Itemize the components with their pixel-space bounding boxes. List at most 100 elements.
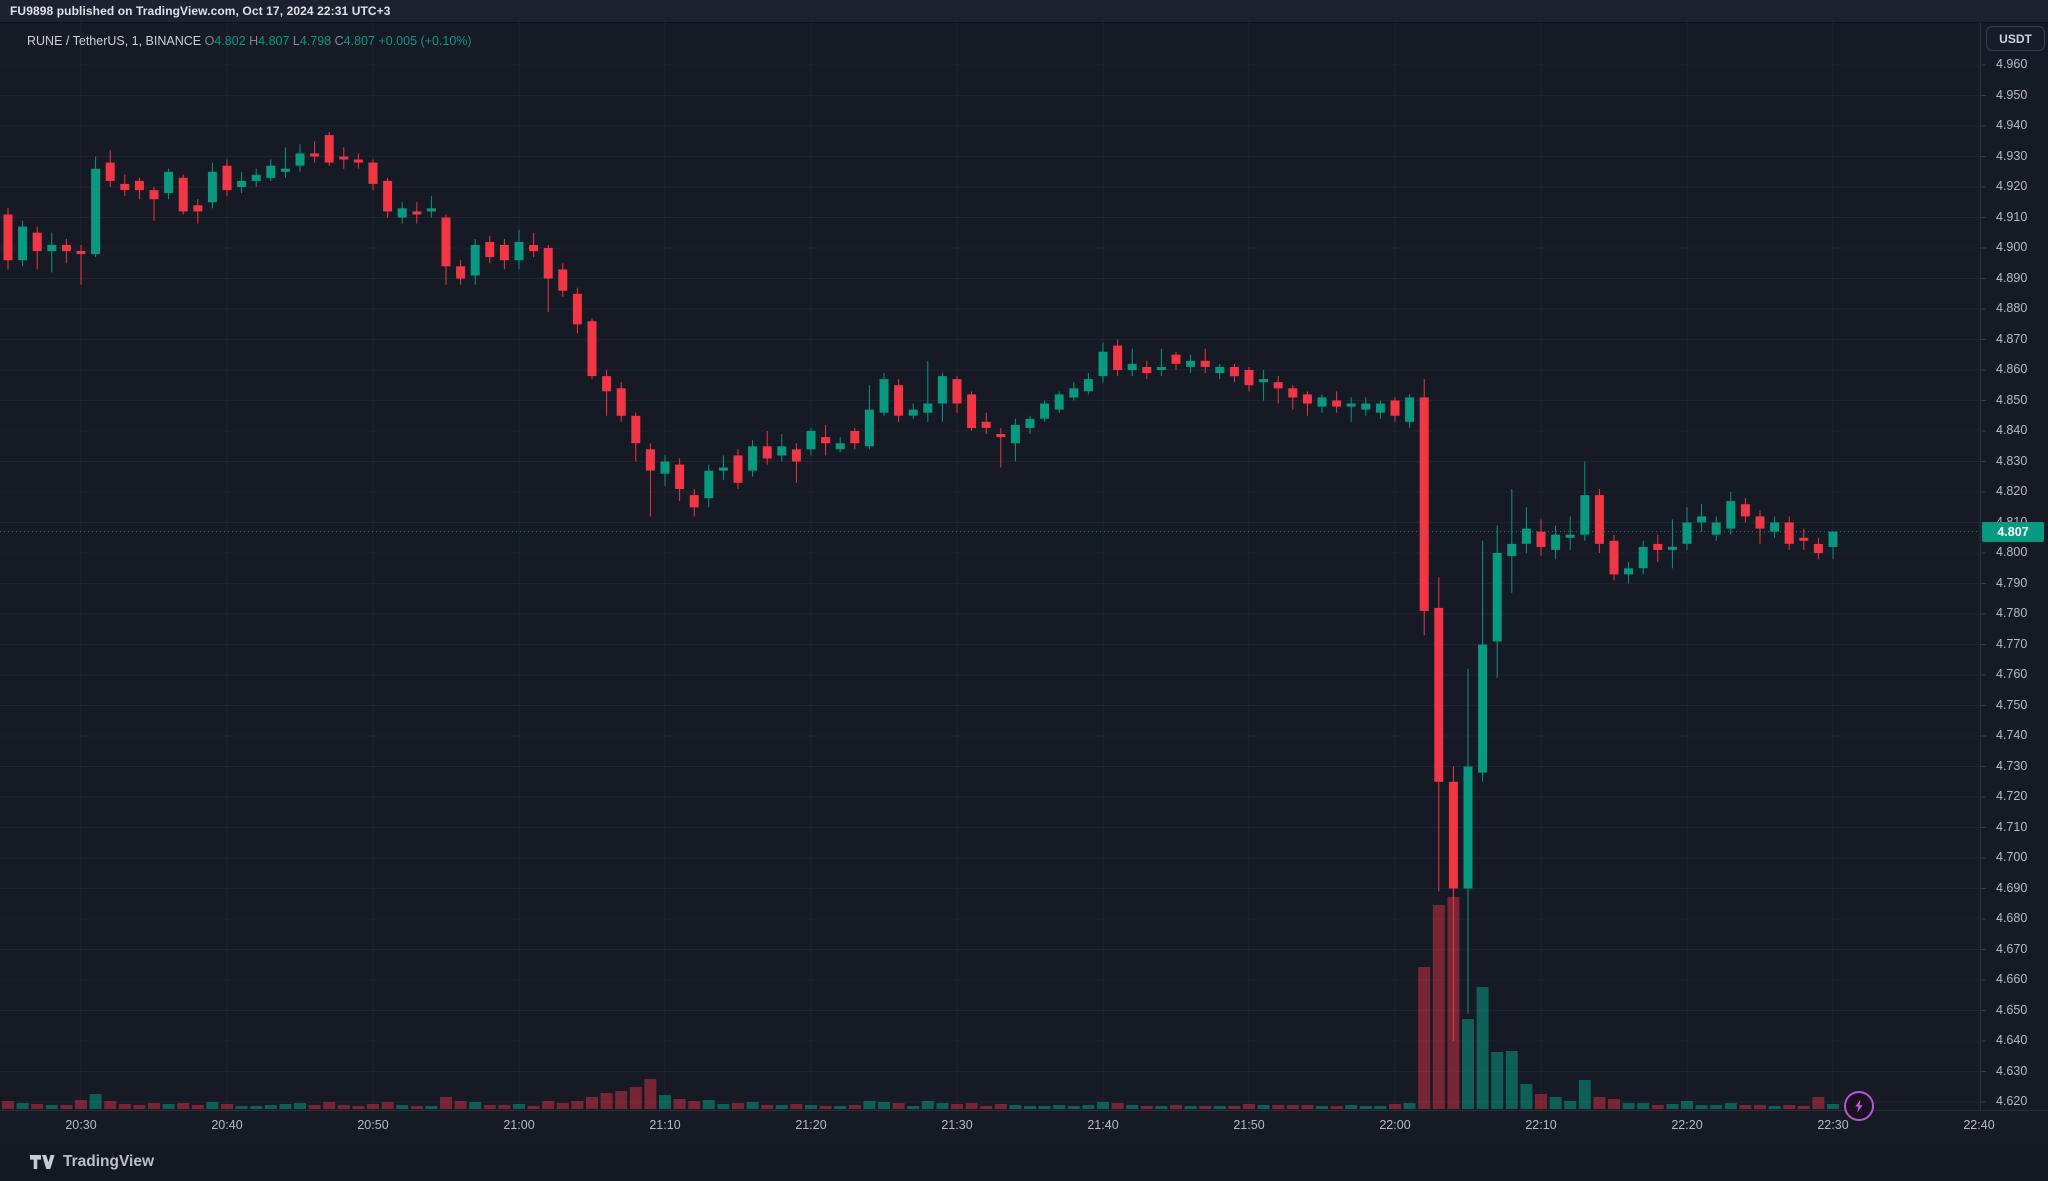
time-axis-label: 20:30 bbox=[65, 1118, 97, 1132]
candle bbox=[821, 424, 831, 456]
volume-bar bbox=[571, 1101, 584, 1109]
candle bbox=[514, 229, 524, 270]
currency-unit-button[interactable]: USDT bbox=[1986, 26, 2045, 51]
candle bbox=[1025, 415, 1035, 434]
close-value: 4.807 bbox=[343, 34, 375, 48]
candle bbox=[134, 177, 144, 200]
volume-bar bbox=[878, 1102, 890, 1109]
candle bbox=[1054, 391, 1064, 413]
tradingview-logo-icon bbox=[30, 1155, 55, 1169]
volume-bar bbox=[1024, 1106, 1036, 1109]
close-label: C bbox=[334, 34, 344, 48]
volume-bar bbox=[425, 1106, 438, 1109]
volume-bar bbox=[469, 1102, 482, 1109]
time-axis-label: 20:40 bbox=[211, 1118, 243, 1132]
price-axis[interactable]: 4.960 4.950 4.940 4.930 4.920 4.910 4.900 4.890… bbox=[1980, 22, 2048, 1110]
candle bbox=[1302, 391, 1312, 416]
candle bbox=[1609, 534, 1619, 581]
volume-bar bbox=[556, 1103, 569, 1109]
candle bbox=[791, 443, 801, 483]
time-axis-label: 20:50 bbox=[357, 1118, 389, 1132]
price-axis-label: 4.730 bbox=[1996, 758, 2028, 773]
high-value: 4.807 bbox=[258, 34, 290, 48]
volume-bar bbox=[1286, 1105, 1299, 1109]
candle bbox=[47, 232, 57, 273]
candle bbox=[1770, 516, 1780, 538]
volume-bar bbox=[834, 1106, 847, 1109]
candle bbox=[470, 238, 480, 285]
candle bbox=[1361, 397, 1371, 416]
volume-bar bbox=[1739, 1105, 1752, 1109]
candle bbox=[353, 153, 363, 169]
candle bbox=[1040, 400, 1050, 422]
candle bbox=[689, 489, 699, 517]
candle bbox=[894, 379, 904, 422]
volume-bar bbox=[1140, 1106, 1153, 1109]
candle bbox=[1463, 668, 1473, 1014]
volume-bar bbox=[1184, 1106, 1197, 1109]
volume-bar bbox=[1666, 1104, 1679, 1109]
candle bbox=[704, 464, 714, 508]
price-axis-label: 4.780 bbox=[1996, 606, 2028, 620]
candle bbox=[1521, 507, 1531, 553]
tradingview-logo[interactable]: TradingView bbox=[30, 1153, 154, 1171]
volume-bar bbox=[761, 1105, 774, 1109]
price-axis-label: 4.860 bbox=[1996, 362, 2028, 376]
volume-bar bbox=[206, 1102, 219, 1109]
volume-bar bbox=[717, 1104, 730, 1109]
volume-bar bbox=[921, 1101, 934, 1109]
volume-bar bbox=[1593, 1097, 1606, 1109]
volume-bar bbox=[702, 1100, 715, 1109]
candle bbox=[1594, 489, 1604, 553]
candle bbox=[120, 174, 130, 197]
candle bbox=[324, 132, 334, 166]
lightning-icon bbox=[1855, 1099, 1863, 1113]
volume-bar bbox=[1301, 1105, 1314, 1109]
volume-bar bbox=[892, 1103, 905, 1109]
candle bbox=[1200, 348, 1210, 373]
candle bbox=[1799, 528, 1809, 550]
volume-bar bbox=[1651, 1105, 1664, 1109]
volume-bar bbox=[162, 1104, 175, 1109]
footer-bar: TradingView bbox=[0, 1143, 2048, 1181]
time-axis-label: 22:10 bbox=[1525, 1118, 1557, 1132]
boost-button[interactable] bbox=[1844, 1091, 1874, 1121]
volume-bar bbox=[45, 1105, 58, 1109]
candle bbox=[675, 458, 685, 502]
candle bbox=[105, 150, 115, 187]
candle bbox=[1697, 504, 1707, 532]
volume-bar bbox=[994, 1104, 1007, 1109]
candle bbox=[1332, 391, 1342, 413]
volume-bar bbox=[1622, 1103, 1635, 1109]
volume-bar bbox=[1345, 1105, 1358, 1109]
volume-bar bbox=[89, 1094, 102, 1109]
candle bbox=[1069, 382, 1079, 401]
candle bbox=[207, 162, 217, 209]
volume-bar bbox=[1359, 1106, 1372, 1109]
candle bbox=[1536, 519, 1546, 556]
volume-bar bbox=[440, 1097, 452, 1109]
volume-bar bbox=[1403, 1103, 1416, 1109]
candle bbox=[1492, 525, 1502, 678]
volume-bar bbox=[1316, 1106, 1328, 1109]
candle bbox=[850, 427, 860, 450]
candle bbox=[1317, 394, 1327, 413]
candle bbox=[748, 440, 758, 477]
candle bbox=[1784, 516, 1794, 550]
volume-bar bbox=[1812, 1097, 1825, 1109]
volume-bar bbox=[148, 1103, 160, 1109]
price-axis-label: 4.690 bbox=[1996, 880, 2028, 895]
price-axis-label: 4.950 bbox=[1996, 87, 2028, 102]
volume-bar bbox=[498, 1105, 511, 1109]
high-label: H bbox=[249, 34, 259, 48]
candle bbox=[981, 412, 991, 434]
candle bbox=[1083, 373, 1093, 395]
volume-bar bbox=[308, 1105, 321, 1109]
open-value: 4.802 bbox=[214, 34, 246, 48]
candle bbox=[1419, 379, 1429, 636]
price-axis-label: 4.870 bbox=[1996, 331, 2028, 346]
time-axis[interactable]: 20:30 20:40 20:50 21:00 21:10 21:20 21:30 21:40… bbox=[0, 1110, 2048, 1144]
candle bbox=[602, 370, 612, 416]
candle bbox=[1259, 370, 1269, 401]
